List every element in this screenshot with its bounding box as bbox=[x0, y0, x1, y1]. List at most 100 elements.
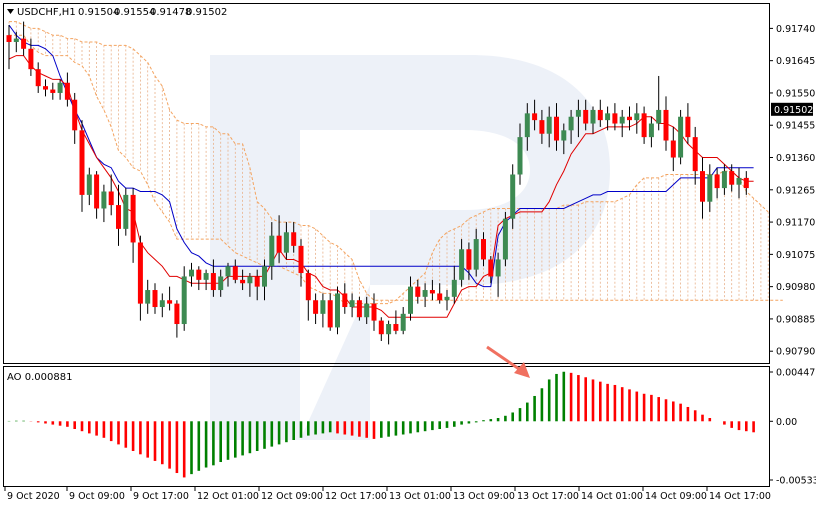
watermark-logo bbox=[210, 55, 610, 440]
candle bbox=[729, 164, 735, 192]
current-price-marker: 0.91502 bbox=[771, 102, 813, 116]
candle bbox=[210, 259, 216, 297]
candle-body bbox=[459, 249, 465, 280]
candle-body bbox=[50, 89, 56, 93]
candle-body bbox=[546, 116, 552, 134]
candle bbox=[298, 239, 304, 287]
price-axis: 0.91740 0.91645 0.91550 0.91455 0.91360 0.912… bbox=[769, 24, 815, 358]
candle-body bbox=[670, 140, 676, 158]
candle-body bbox=[641, 113, 647, 138]
candle-body bbox=[262, 266, 267, 287]
candle bbox=[561, 123, 567, 155]
candle bbox=[415, 279, 421, 304]
time-tick-label: 12 Oct 17:00 bbox=[325, 491, 387, 502]
candle bbox=[327, 293, 333, 331]
candle-body bbox=[13, 38, 19, 42]
candle bbox=[597, 99, 603, 127]
candle bbox=[247, 273, 253, 297]
candle-body bbox=[524, 113, 530, 138]
candle-body bbox=[21, 38, 27, 49]
time-tick-label: 12 Oct 01:00 bbox=[197, 491, 259, 502]
candle-body bbox=[6, 35, 12, 42]
ao-panel-frame bbox=[3, 366, 770, 487]
candle-body bbox=[393, 324, 399, 331]
candle bbox=[721, 164, 727, 195]
candle bbox=[72, 92, 78, 144]
candle-body bbox=[79, 130, 85, 195]
candle-body bbox=[678, 116, 684, 158]
candle bbox=[641, 106, 647, 144]
candle bbox=[57, 79, 63, 100]
candle bbox=[145, 279, 151, 314]
candle-body bbox=[269, 235, 275, 267]
candlesticks bbox=[6, 21, 749, 345]
time-tick-label: 9 Oct 09:00 bbox=[69, 491, 125, 502]
candle bbox=[444, 290, 450, 311]
ohlc-close: 0.91502 bbox=[186, 7, 227, 18]
candle bbox=[342, 283, 348, 314]
candle-body bbox=[415, 286, 421, 297]
candle-body bbox=[561, 130, 567, 141]
candle-body bbox=[145, 290, 151, 304]
candle bbox=[568, 109, 574, 144]
candle-body bbox=[254, 276, 260, 287]
candle-body bbox=[386, 324, 392, 335]
candle bbox=[400, 307, 406, 335]
candle-body bbox=[554, 116, 559, 141]
candle-body bbox=[159, 300, 165, 308]
candle-body bbox=[400, 313, 406, 331]
ao-tick-label: 0.00 bbox=[776, 417, 797, 428]
chart-header: USDCHF,H1 0.91504 0.91554 0.91478 0.9150… bbox=[7, 7, 227, 18]
candle bbox=[79, 120, 85, 212]
time-tick-label: 14 Oct 09:00 bbox=[645, 491, 707, 502]
candle bbox=[364, 296, 370, 325]
ohlc-low: 0.91478 bbox=[150, 7, 191, 18]
candle-body bbox=[444, 296, 450, 301]
candle-body bbox=[495, 259, 501, 277]
candle bbox=[488, 256, 494, 284]
time-tick-label: 12 Oct 09:00 bbox=[261, 491, 323, 502]
candle bbox=[276, 215, 282, 263]
candle bbox=[393, 310, 399, 335]
candle-body bbox=[174, 303, 180, 325]
candle bbox=[678, 109, 684, 165]
dropdown-triangle-icon[interactable] bbox=[7, 9, 14, 14]
candle bbox=[254, 269, 260, 301]
candle bbox=[225, 262, 231, 287]
time-tick-label: 9 Oct 17:00 bbox=[133, 491, 189, 502]
candle-body bbox=[349, 300, 355, 308]
candle bbox=[291, 222, 297, 253]
candle bbox=[130, 188, 136, 263]
candle-body bbox=[167, 300, 173, 304]
senkou-span-b-line bbox=[9, 21, 783, 301]
candle-body bbox=[108, 191, 114, 206]
candle bbox=[502, 211, 508, 267]
candle bbox=[408, 276, 413, 321]
candle bbox=[612, 103, 618, 131]
candle bbox=[619, 109, 625, 138]
candle-body bbox=[575, 109, 581, 117]
candle-body bbox=[342, 293, 348, 308]
candle-body bbox=[692, 137, 698, 172]
candle-body bbox=[488, 259, 494, 277]
candle bbox=[269, 222, 275, 280]
candle-body bbox=[232, 266, 238, 280]
ao-indicator-label: AO 0.000881 bbox=[7, 372, 72, 383]
candle bbox=[429, 279, 435, 301]
candle-body bbox=[627, 116, 632, 121]
candle bbox=[94, 171, 100, 219]
watermark-shape bbox=[210, 55, 610, 440]
candle-body bbox=[429, 290, 435, 294]
candle-body bbox=[714, 174, 720, 189]
candle bbox=[583, 99, 589, 131]
candle bbox=[116, 184, 121, 246]
candle bbox=[510, 164, 516, 229]
candle-body bbox=[451, 279, 457, 297]
candle bbox=[459, 239, 465, 287]
candle bbox=[356, 296, 362, 321]
ao-tick-label: 0.004477 bbox=[776, 368, 816, 379]
candle bbox=[218, 269, 224, 297]
candle bbox=[189, 262, 194, 287]
candle bbox=[50, 82, 56, 100]
